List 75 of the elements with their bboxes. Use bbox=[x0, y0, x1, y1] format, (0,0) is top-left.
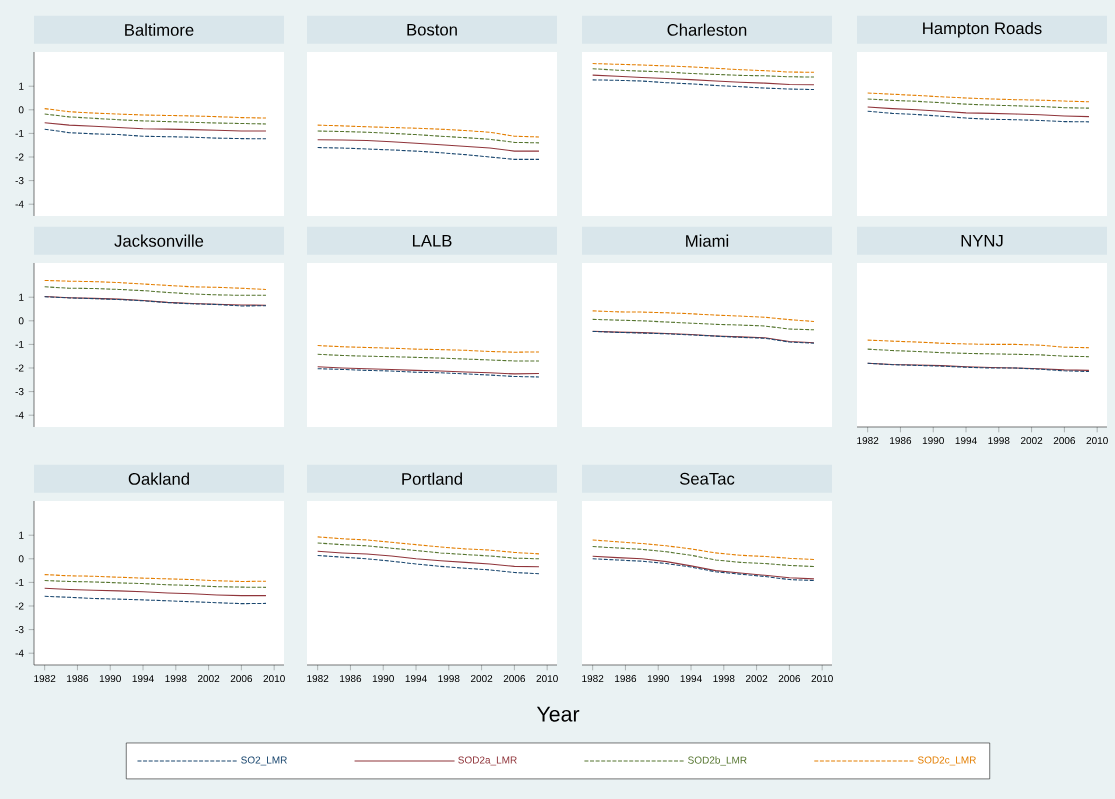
line-series bbox=[44, 579, 267, 588]
y-tick-label: -1 bbox=[15, 129, 24, 137]
x-axis-title: Year bbox=[536, 706, 580, 722]
y-tick-label: 0 bbox=[18, 106, 24, 114]
line-series bbox=[44, 574, 267, 582]
y-tick-label: -2 bbox=[15, 153, 24, 161]
y-tick-label: -3 bbox=[15, 177, 24, 185]
x-tick-label: 1998 bbox=[988, 437, 1010, 445]
x-tick-label: 2006 bbox=[778, 675, 801, 683]
chart-title: SeaTac bbox=[679, 472, 735, 485]
y-tick-label: -2 bbox=[15, 602, 24, 610]
y-tick-label: 1 bbox=[19, 293, 24, 301]
x-tick-label: 1998 bbox=[438, 675, 460, 683]
y-tick-label: -3 bbox=[15, 388, 24, 396]
x-tick-label: 1994 bbox=[405, 675, 427, 683]
x-tick-label: 1990 bbox=[372, 675, 394, 683]
chart-title: Charleston bbox=[667, 23, 747, 36]
chart-title: Baltimore bbox=[125, 23, 194, 36]
line-series bbox=[44, 279, 267, 290]
text: SOD2b_LMR bbox=[688, 756, 747, 766]
y-tick-label: -4 bbox=[15, 649, 24, 657]
y-tick-label: -2 bbox=[15, 364, 24, 372]
x-tick-label: 1990 bbox=[647, 675, 669, 683]
y-tick-label: -3 bbox=[15, 626, 24, 634]
y-tick-label: -1 bbox=[15, 578, 24, 586]
x-tick-label: 2002 bbox=[1020, 437, 1043, 445]
y-tick-label: 1 bbox=[19, 531, 24, 539]
line-series bbox=[44, 587, 267, 597]
x-tick-label: 2006 bbox=[230, 675, 253, 683]
x-tick-label: 1994 bbox=[955, 437, 977, 445]
y-tick-label: 0 bbox=[18, 317, 24, 325]
x-tick-label: 1982 bbox=[582, 675, 604, 683]
x-tick-label: 2010 bbox=[811, 675, 833, 683]
x-tick-label: 1998 bbox=[165, 675, 187, 683]
chart-title: Boston bbox=[407, 23, 457, 36]
y-tick-label: -1 bbox=[15, 340, 24, 348]
y-tick-label: -4 bbox=[15, 200, 24, 208]
x-tick-label: 1994 bbox=[132, 675, 154, 683]
x-tick-label: 2002 bbox=[745, 675, 768, 683]
text: SO2_LMR bbox=[241, 756, 287, 766]
chart-title: LALB bbox=[412, 235, 452, 247]
x-tick-label: 2006 bbox=[1053, 437, 1076, 445]
line-series bbox=[44, 128, 267, 140]
chart-title: Portland bbox=[402, 472, 462, 485]
y-tick-label: 1 bbox=[19, 82, 24, 90]
line-series bbox=[44, 113, 267, 125]
x-tick-label: 1990 bbox=[922, 437, 944, 445]
text: SOD2a_LMR bbox=[458, 756, 517, 766]
x-tick-label: 1982 bbox=[857, 437, 879, 445]
x-tick-label: 2002 bbox=[470, 675, 493, 683]
chart-title: Jacksonville bbox=[114, 234, 204, 247]
x-tick-label: 1986 bbox=[340, 675, 362, 683]
x-tick-label: 1986 bbox=[67, 675, 89, 683]
x-tick-label: 2006 bbox=[503, 675, 526, 683]
line-series bbox=[44, 595, 267, 605]
chart-title: Oakland bbox=[128, 472, 189, 485]
x-tick-label: 1994 bbox=[680, 675, 702, 683]
x-tick-label: 1982 bbox=[34, 675, 56, 683]
x-tick-label: 1986 bbox=[890, 437, 912, 445]
chart-title: Hampton Roads bbox=[923, 21, 1042, 38]
x-tick-label: 2002 bbox=[197, 675, 220, 683]
x-tick-label: 1982 bbox=[307, 675, 329, 683]
line-series bbox=[44, 286, 267, 296]
x-tick-label: 1986 bbox=[615, 675, 637, 683]
x-tick-label: 2010 bbox=[536, 675, 558, 683]
chart-title: NYNJ bbox=[961, 234, 1003, 247]
x-tick-label: 1998 bbox=[713, 675, 735, 683]
text: SOD2c_LMR bbox=[917, 756, 976, 766]
line-series bbox=[44, 108, 267, 119]
x-tick-label: 2010 bbox=[1086, 437, 1108, 445]
x-tick-label: 2010 bbox=[263, 675, 285, 683]
chart-title: Miami bbox=[686, 234, 729, 247]
y-tick-label: 0 bbox=[18, 555, 24, 563]
y-tick-label: -4 bbox=[15, 411, 24, 419]
x-tick-label: 1990 bbox=[99, 675, 121, 683]
